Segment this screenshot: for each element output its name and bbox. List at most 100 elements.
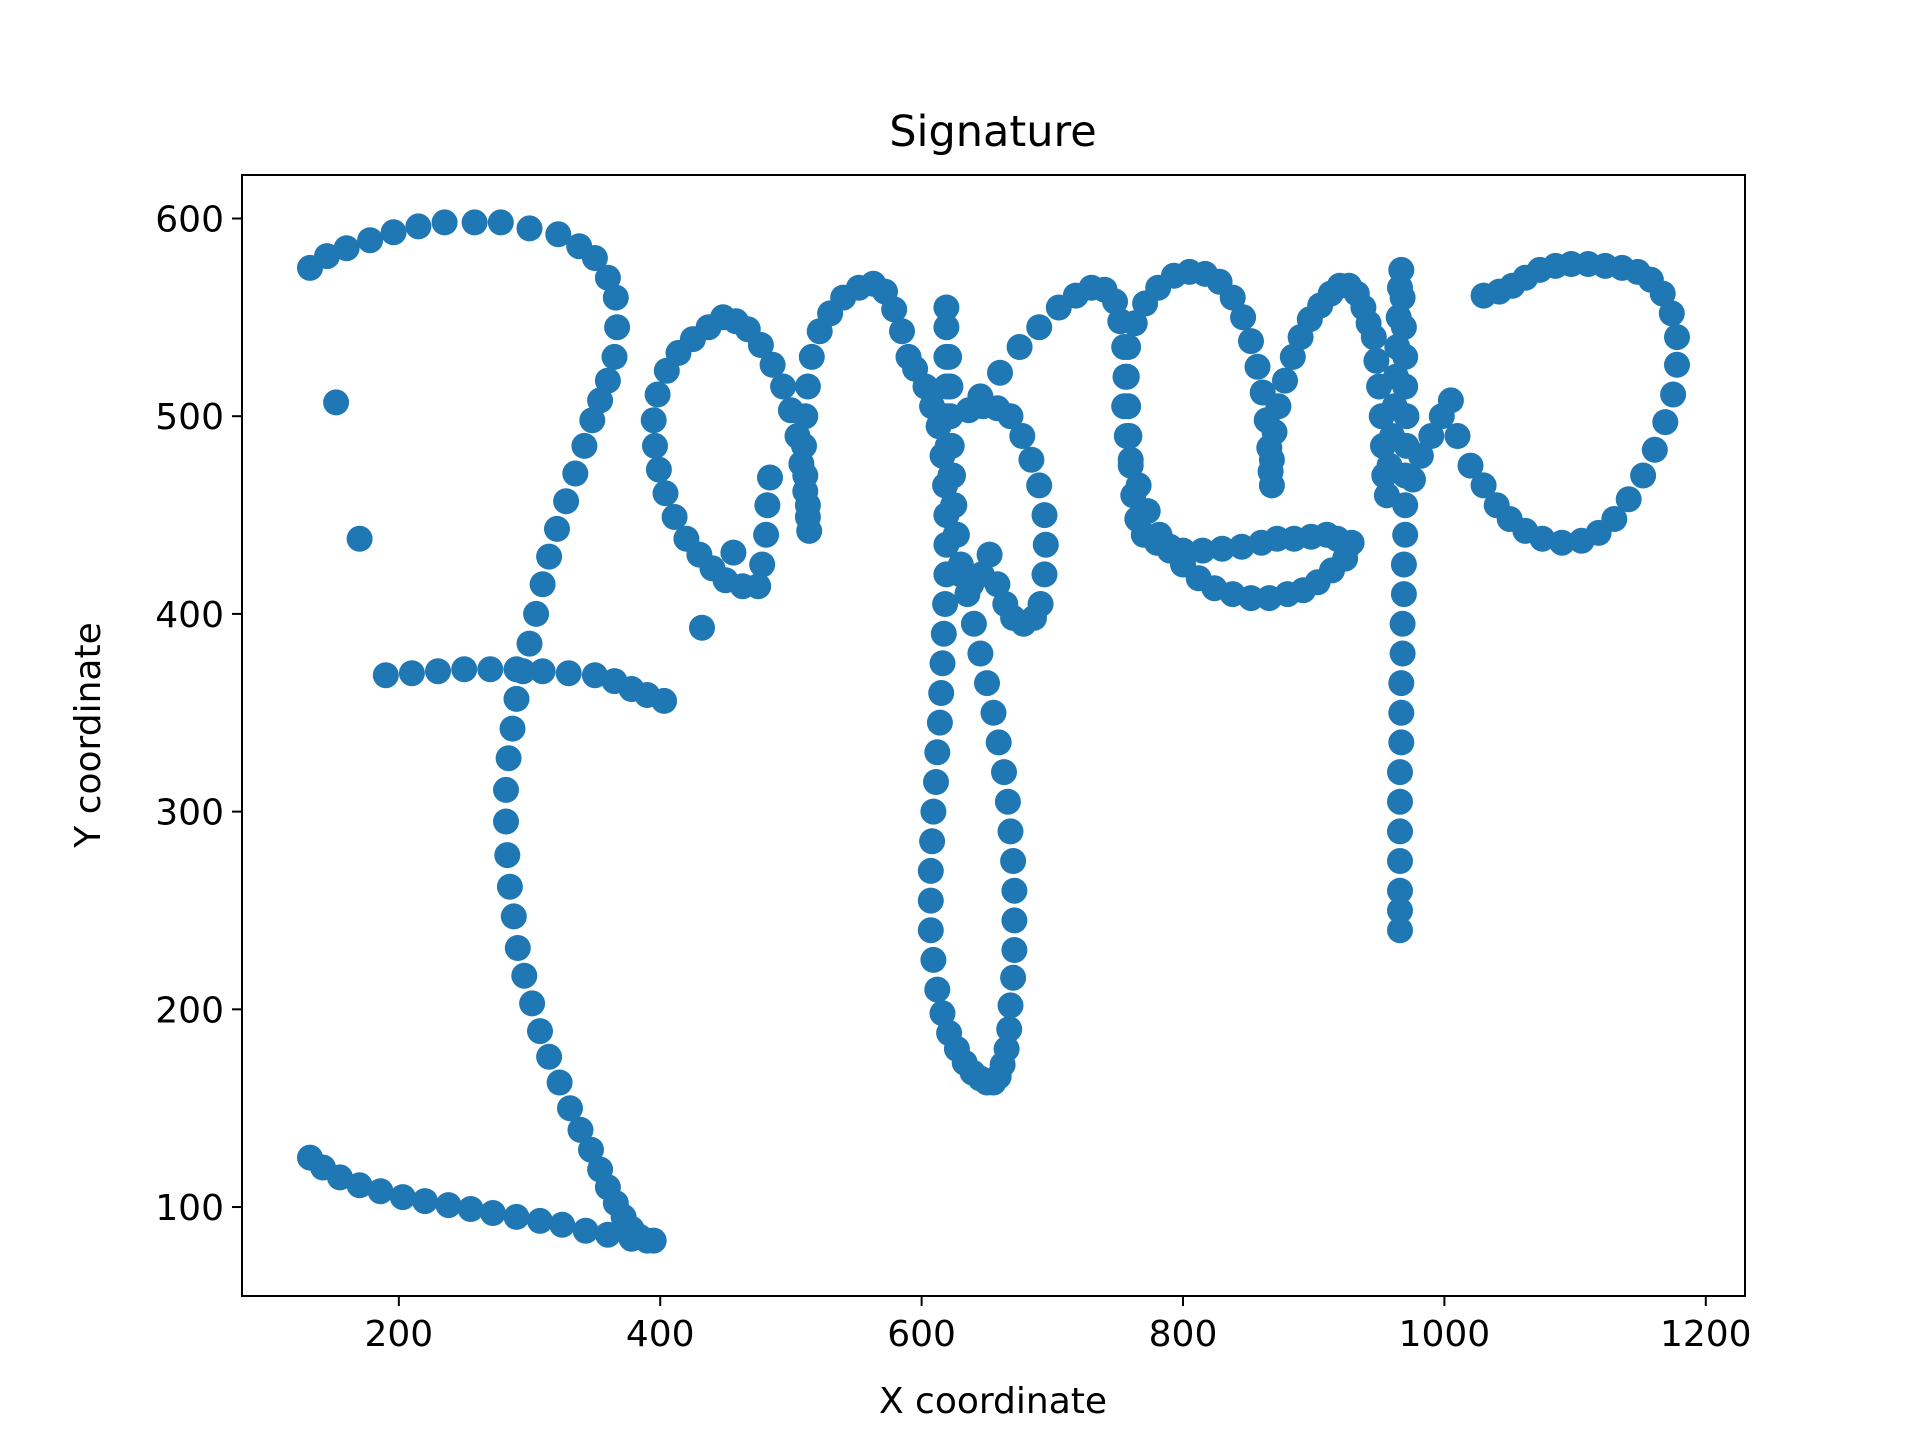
data-point: [503, 1203, 530, 1230]
data-point: [500, 903, 527, 930]
data-point: [1389, 640, 1416, 667]
data-point: [499, 715, 526, 742]
data-point: [984, 571, 1011, 598]
data-point: [1189, 537, 1216, 564]
data-point: [1641, 436, 1668, 463]
data-point: [933, 294, 960, 321]
data-point: [1360, 324, 1387, 351]
data-point: [920, 798, 947, 825]
data-point: [652, 480, 679, 507]
data-point: [493, 776, 519, 803]
data-point: [930, 620, 957, 647]
data-point: [1219, 284, 1246, 311]
data-point: [976, 541, 1003, 568]
data-point: [1457, 452, 1484, 479]
data-point: [651, 687, 678, 714]
y-axis: 100 200 300 400 500 600: [155, 199, 242, 1229]
data-point: [1393, 403, 1420, 430]
x-tick-label: 1200: [1660, 1314, 1752, 1355]
data-point: [929, 1000, 956, 1027]
data-point: [1115, 334, 1142, 360]
data-point: [919, 828, 946, 855]
data-point: [920, 946, 947, 973]
data-points: [297, 209, 1690, 1254]
data-point: [798, 343, 825, 370]
data-point: [516, 215, 543, 242]
data-point: [1387, 917, 1413, 944]
data-point: [555, 660, 582, 687]
data-point: [523, 600, 550, 627]
data-point: [1400, 466, 1426, 493]
data-point: [372, 662, 399, 689]
data-point: [917, 857, 944, 884]
data-point: [1389, 284, 1416, 311]
data-point: [527, 1018, 553, 1045]
data-point: [578, 1136, 604, 1163]
data-point: [987, 359, 1013, 386]
data-point: [1125, 472, 1152, 499]
data-point: [545, 221, 572, 248]
data-point: [923, 769, 949, 795]
y-tick-label: 100: [155, 1188, 224, 1229]
data-point: [398, 660, 425, 687]
data-point: [1388, 699, 1415, 726]
data-point: [602, 284, 629, 311]
data-point: [940, 462, 966, 489]
data-point: [1009, 423, 1036, 449]
data-point: [1258, 472, 1285, 499]
data-point: [924, 739, 951, 766]
data-point: [494, 842, 521, 869]
data-point: [1113, 423, 1140, 449]
data-point: [536, 1043, 563, 1070]
data-point: [323, 389, 350, 416]
data-point: [1258, 446, 1285, 473]
data-point: [960, 610, 987, 637]
data-point: [529, 571, 556, 598]
data-point: [1279, 343, 1306, 370]
data-point: [1001, 877, 1028, 904]
data-point: [431, 209, 458, 236]
data-point: [487, 209, 514, 236]
data-point: [536, 543, 563, 570]
data-point: [461, 209, 488, 236]
data-point: [1388, 670, 1415, 697]
data-point: [1238, 328, 1264, 355]
data-point: [796, 517, 823, 544]
data-point: [1387, 788, 1413, 815]
data-point: [1387, 759, 1413, 786]
y-tick-label: 200: [155, 990, 224, 1031]
data-point: [451, 656, 478, 683]
data-point: [933, 314, 960, 341]
data-point: [792, 462, 819, 489]
data-point: [753, 521, 780, 548]
data-point: [1134, 498, 1161, 525]
data-point: [1032, 531, 1059, 558]
data-point: [1117, 446, 1144, 473]
data-point: [1549, 529, 1575, 556]
data-point: [991, 759, 1017, 786]
data-point: [794, 373, 821, 400]
data-point: [389, 1184, 416, 1211]
data-point: [996, 1016, 1023, 1043]
data-point: [346, 1172, 373, 1199]
data-point: [1664, 351, 1690, 378]
data-point: [936, 343, 963, 370]
data-point: [1006, 334, 1033, 360]
data-point: [567, 1116, 594, 1143]
data-point: [917, 917, 944, 944]
data-point: [754, 492, 781, 519]
data-point: [367, 1178, 394, 1205]
x-tick-label: 600: [887, 1314, 956, 1355]
data-point: [997, 992, 1024, 1019]
data-point: [1418, 423, 1445, 449]
data-point: [380, 219, 407, 246]
data-point: [938, 432, 965, 459]
data-point: [924, 976, 951, 1003]
data-point: [640, 1227, 667, 1254]
data-point: [511, 962, 538, 989]
data-point: [759, 351, 786, 378]
chart-title: Signature: [889, 107, 1096, 157]
data-point: [1390, 551, 1417, 578]
x-axis: 200 400 600 800 1000 1200: [364, 1296, 1752, 1355]
data-point: [604, 314, 631, 341]
